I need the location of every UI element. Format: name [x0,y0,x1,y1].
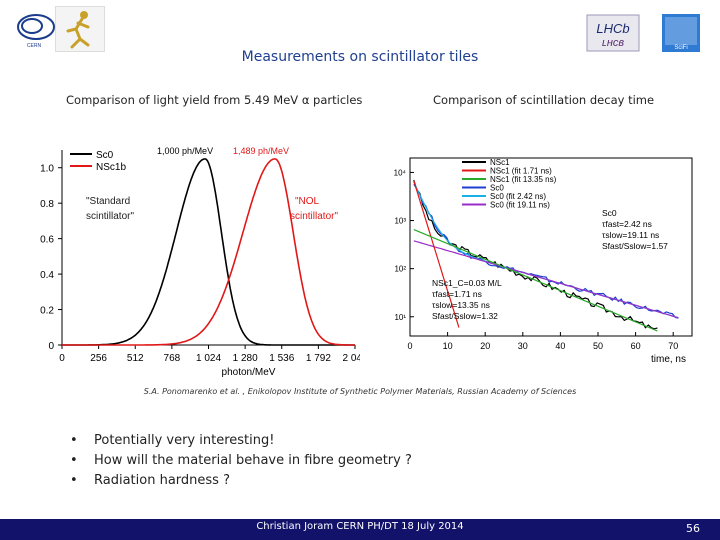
plot-frame [409,157,693,337]
legend-label: Sc0 (fit 2.42 ns) [490,192,546,201]
x-tick-label: 30 [518,341,528,351]
y-tick-label: 0.4 [40,270,54,281]
x-axis-label: photon/MeV [222,367,276,378]
x-tick-label: 50 [593,341,603,351]
scifi-logo-text: SciFi [674,45,687,51]
nsc1-fit-info: Sfast/Sslow=1.32 [432,311,498,321]
y-tick-label: 0.2 [40,306,54,317]
peak-label-nsc1b: 1,489 ph/MeV [233,146,289,156]
decay-series-line [413,240,679,319]
svg-text:ʟʜᴄʙ: ʟʜᴄʙ [602,37,624,49]
peak-label-sc0: 1,000 ph/MeV [157,146,213,156]
x-tick-label: 60 [631,341,641,351]
lhcb-logo-text: LHCb [596,21,629,36]
decay-series-line [413,229,658,332]
y-tick-label: 10⁴ [394,168,407,177]
footer-bar [0,519,720,540]
legend-label: NSc1 (fit 1.71 ns) [490,167,552,176]
credit-line: S.A. Ponomarenko et al. , Enikolopov Ins… [143,387,577,396]
right-subtitle: Comparison of scintillation decay time [433,93,655,107]
y-tick-label: 0.6 [40,235,54,246]
legend-label: NSc1 [490,158,510,167]
sc0-fit-info: Sc0 [602,208,617,218]
slide-title: Measurements on scintillator tiles [241,49,479,65]
y-tick-label: 0.8 [40,199,54,210]
y-tick-label: 10³ [394,217,406,226]
series-line-nsc1b [62,158,355,346]
legend-label: Sc0 [96,150,114,161]
x-tick-label: 0 [407,341,412,351]
runner-logo [55,6,105,52]
x-axis-label: time, ns [651,354,686,365]
cern-logo-text: CERN [27,43,42,49]
x-tick-label: 10 [443,341,453,351]
bullet-marker: • [70,433,78,448]
nol-label: scintillator" [290,211,338,222]
bullet-marker: • [70,473,78,488]
sc0-fit-info: τfast=2.42 ns [602,219,652,229]
bullet-item: • Potentially very interesting! [70,431,412,451]
legend-label: Sc0 [490,184,504,193]
sc0-fit-info: τslow=19.11 ns [602,230,659,240]
bullet-text: Radiation hardness ? [94,473,230,488]
decay-series-line [413,183,679,319]
standard-label: "Standard [86,196,130,207]
x-tick-label: 40 [555,341,565,351]
cern-logo: CERN [10,10,58,50]
bullet-list: • Potentially very interesting! • How will… [70,431,412,491]
y-tick-label: 10² [394,265,406,274]
nsc1-fit-info: NSc1_C=0.03 M/L [432,278,502,288]
sc0-fit-info: Sfast/Sslow=1.57 [602,241,668,251]
legend-label: Sc0 (fit 19.11 ns) [490,201,550,210]
series-line-sc0 [62,158,355,346]
x-tick-label: 20 [480,341,490,351]
light-yield-chart: 0 256 512 768 1 024 1 280 1 536 1 792 2 048 0 0.2 0… [40,146,360,378]
x-tick-label: 512 [127,353,144,364]
x-tick-label: 1 280 [233,353,258,364]
legend-label: NSc1 (fit 13.35 ns) [490,175,557,184]
bullet-text: Potentially very interesting! [94,433,275,448]
x-tick-label: 1 024 [196,353,221,364]
bullet-item: • Radiation hardness ? [70,471,412,491]
y-tick-label: 10¹ [394,313,406,322]
x-tick-label: 768 [164,353,181,364]
legend-label: NSc1b [96,162,126,173]
standard-label: scintillator" [86,211,134,222]
footer-text: Christian Joram CERN PH/DT 18 July 2014 [256,521,464,532]
x-tick-label: 256 [90,353,107,364]
scifi-logo: SciFi [662,14,700,52]
nsc1-fit-info: τslow=13.35 ns [432,300,490,310]
left-subtitle: Comparison of light yield from 5.49 MeV … [66,93,363,107]
x-tick-label: 1 536 [269,353,294,364]
x-tick-label: 70 [668,341,678,351]
nol-label: "NOL [295,196,320,207]
x-tick-label: 1 792 [306,353,331,364]
lhcb-logo: LHCb ʟʜᴄʙ [586,14,640,52]
x-tick-label: 2 048 [342,353,360,364]
nsc1-fit-info: τfast=1.71 ns [432,289,482,299]
bullet-marker: • [70,453,78,468]
bullet-text: How will the material behave in fibre ge… [94,453,412,468]
decay-series-line [413,180,460,328]
y-tick-label: 1.0 [40,164,54,175]
x-tick-label: 0 [59,353,65,364]
y-tick-label: 0 [48,341,54,352]
bullet-item: • How will the material behave in fibre g… [70,451,412,471]
page-number: 56 [686,522,700,535]
decay-series-line [413,179,658,330]
